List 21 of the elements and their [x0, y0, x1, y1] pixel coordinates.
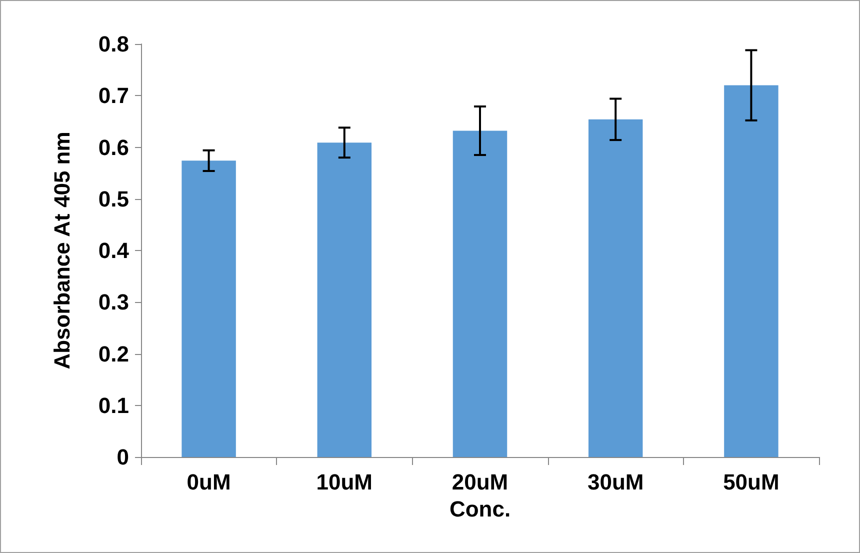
y-axis-title: Absorbance At 405 nm [50, 132, 74, 370]
bar [724, 85, 778, 457]
x-axis-title: Conc. [449, 496, 511, 522]
x-tick-label: 30uM [587, 470, 644, 494]
y-tick-label: 0 [116, 444, 129, 470]
bar [182, 160, 236, 457]
bar [588, 119, 643, 457]
y-tick-label: 0.8 [98, 32, 129, 56]
y-tick-label: 0.4 [98, 238, 130, 263]
y-tick-label: 0.6 [98, 134, 129, 160]
y-tick-label: 0.7 [98, 83, 129, 108]
y-tick-label: 0.3 [98, 290, 129, 315]
y-tick-label: 0.1 [98, 392, 129, 418]
x-tick-label: 10uM [316, 470, 373, 494]
x-tick-label: 0uM [186, 470, 231, 494]
x-tick-label: 20uM [452, 470, 508, 494]
x-tick-label: 50uM [723, 470, 780, 494]
y-tick-label: 0.5 [98, 186, 129, 212]
bar [317, 142, 372, 457]
y-tick-label: 0.2 [98, 341, 129, 366]
bar [452, 130, 508, 457]
